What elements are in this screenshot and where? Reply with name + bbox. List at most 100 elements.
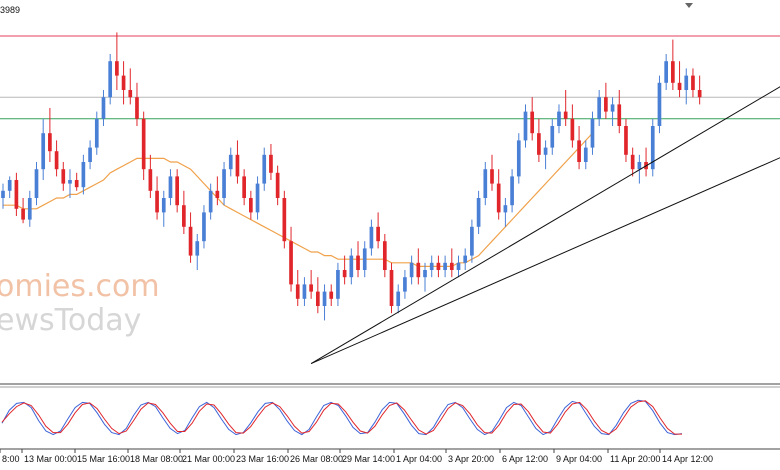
candle <box>175 169 180 213</box>
candle <box>470 219 474 263</box>
candle <box>74 172 79 191</box>
x-tick-label: 11 Apr 20:00 <box>610 454 660 464</box>
candle <box>7 176 12 198</box>
candle-body <box>470 226 474 256</box>
candle <box>617 90 622 134</box>
candle <box>228 147 233 177</box>
candle-body <box>329 291 334 299</box>
candle-body <box>21 208 25 220</box>
candle-body <box>255 183 260 213</box>
chart-shift-marker-icon[interactable] <box>685 3 693 8</box>
watermark-line2: ewsToday <box>0 303 141 338</box>
candle <box>255 176 260 220</box>
candle <box>269 144 273 180</box>
candle <box>597 90 602 126</box>
candle <box>664 54 668 90</box>
candle-body <box>48 133 52 152</box>
candle <box>376 212 380 249</box>
candle <box>21 198 25 224</box>
candle <box>423 262 427 292</box>
candle-body <box>463 255 468 263</box>
candle <box>362 241 367 278</box>
candle <box>557 104 561 134</box>
candle <box>543 140 548 170</box>
candle-body <box>456 262 461 270</box>
candle <box>322 284 327 321</box>
candle <box>208 183 213 220</box>
candle <box>34 162 39 206</box>
candle-body <box>322 291 327 306</box>
candle-body <box>423 270 427 278</box>
candle-body <box>610 104 615 112</box>
x-tick-label: 21 Mar 00:00 <box>182 454 235 464</box>
candle <box>222 162 226 206</box>
candle-body <box>516 140 521 177</box>
candle-body <box>476 198 481 227</box>
candle <box>496 169 501 220</box>
candle <box>563 90 568 126</box>
candle-body <box>630 154 635 170</box>
candle <box>523 104 528 148</box>
price-label: 3989 <box>0 5 20 15</box>
candle-body <box>403 277 407 292</box>
candle <box>691 68 695 98</box>
candle-body <box>121 75 126 90</box>
trendline-2 <box>310 157 780 365</box>
candle <box>590 111 595 155</box>
candle-body <box>242 176 246 198</box>
candle <box>128 68 133 105</box>
candle-body <box>342 270 347 278</box>
candle-body <box>523 111 528 141</box>
candle <box>604 82 608 119</box>
candle <box>697 75 702 105</box>
candle-body <box>416 262 421 278</box>
candle <box>41 118 46 180</box>
candle <box>530 97 535 141</box>
candle-body <box>382 241 387 270</box>
candle <box>671 39 675 90</box>
candle-body <box>41 133 46 170</box>
candle-body <box>503 205 508 213</box>
candle <box>429 255 434 278</box>
candle-body <box>684 75 689 90</box>
candle-body <box>557 111 561 126</box>
candle <box>262 147 267 191</box>
candle <box>409 255 414 285</box>
candle-body <box>101 97 106 119</box>
x-tick-label: 13 Mar 00:00 <box>24 454 77 464</box>
candle <box>476 190 481 234</box>
candle-body <box>275 172 280 198</box>
candle <box>416 248 421 285</box>
candle <box>342 255 347 285</box>
candle <box>369 219 374 256</box>
candle <box>215 176 220 206</box>
candle <box>644 147 648 177</box>
candle-body <box>577 140 581 162</box>
candle-body <box>563 111 568 119</box>
candle <box>54 140 59 177</box>
candle <box>1 183 5 209</box>
candle-body <box>570 118 575 141</box>
candle-body <box>490 169 494 184</box>
candle-body <box>637 162 642 170</box>
candle <box>168 169 173 206</box>
candle <box>389 262 394 314</box>
candle <box>570 104 575 148</box>
candle-body <box>617 104 622 126</box>
candle <box>516 133 521 184</box>
candle-body <box>449 262 454 270</box>
x-tick-label: 15 Mar 16:00 <box>77 454 130 464</box>
candle <box>503 198 508 227</box>
candle <box>356 241 360 278</box>
candle-body <box>148 169 153 191</box>
candle <box>249 190 253 220</box>
candle <box>610 97 615 126</box>
candle-body <box>262 154 267 184</box>
candle <box>490 154 494 191</box>
candle-body <box>436 262 441 270</box>
candle-body <box>496 183 501 213</box>
candle-body <box>443 262 447 270</box>
x-tick-label: 1 Apr 04:00 <box>396 454 442 464</box>
candle-body <box>650 126 655 170</box>
candle <box>403 270 407 299</box>
